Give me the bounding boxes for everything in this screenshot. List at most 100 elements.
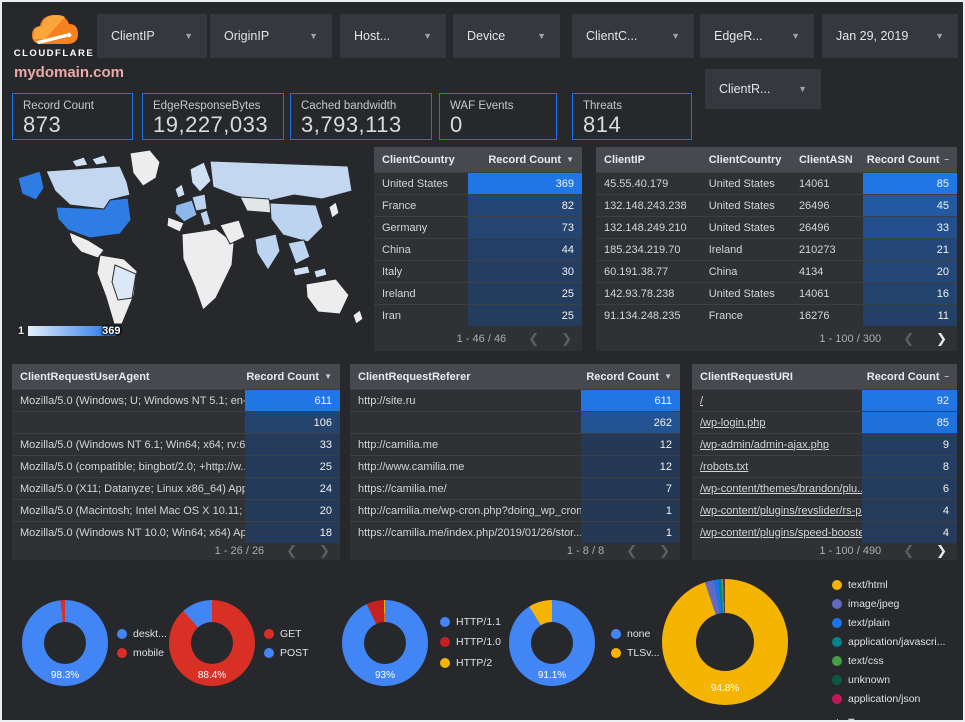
- donut-chart[interactable]: 91.1%: [509, 600, 595, 686]
- column-header[interactable]: ClientRequestUserAgent: [20, 370, 150, 383]
- record-count-cell: 21: [863, 239, 957, 260]
- uri-link[interactable]: /wp-login.php: [700, 416, 766, 429]
- donut-chart[interactable]: 94.8%: [662, 579, 788, 705]
- table-cell: 26496: [798, 221, 830, 234]
- record-count-cell: 24: [244, 478, 340, 499]
- legend-dot-icon: [611, 647, 621, 658]
- pagination-prev-icon[interactable]: ❮: [903, 543, 915, 558]
- page-title: mydomain.com: [14, 64, 125, 81]
- legend-item[interactable]: application/json: [832, 693, 945, 705]
- donut-content-type[interactable]: 94.8% text/html image/jpeg text/plain appli…: [662, 579, 945, 722]
- pagination-next-icon[interactable]: ❯: [561, 331, 572, 346]
- record-count-cell: 16: [863, 283, 957, 304]
- uri-link[interactable]: /robots.txt: [700, 460, 749, 473]
- table-cell: Germany: [382, 221, 428, 234]
- column-header[interactable]: Record Count ▼: [488, 153, 574, 166]
- column-header[interactable]: ClientCountry: [382, 153, 455, 166]
- table-cell: https://camilia.me/: [358, 482, 447, 495]
- filter-clientcountry[interactable]: ClientC... ▼: [572, 14, 694, 58]
- column-header[interactable]: Record Count ▼: [246, 370, 332, 383]
- legend-item[interactable]: image/jpeg: [832, 598, 945, 610]
- filter-device[interactable]: Device ▼: [453, 14, 560, 58]
- legend-item[interactable]: text/css: [832, 655, 945, 667]
- column-header[interactable]: ClientIP: [604, 153, 645, 166]
- donut-chart[interactable]: 88.4%: [169, 600, 255, 686]
- legend-item[interactable]: GET: [264, 628, 309, 640]
- table-cell: United States: [708, 221, 775, 234]
- pagination-next-icon[interactable]: ❯: [936, 543, 947, 558]
- uri-link[interactable]: /wp-content/plugins/speed-booste...: [700, 526, 862, 539]
- filter-originip[interactable]: OriginIP ▼: [210, 14, 332, 58]
- column-header[interactable]: ClientCountry: [708, 153, 782, 166]
- legend-item[interactable]: TLSv...: [611, 647, 659, 659]
- legend-item[interactable]: HTTP/1.0: [440, 636, 502, 649]
- legend-label: TLSv...: [627, 646, 660, 659]
- chevron-down-icon: ▼: [423, 31, 432, 41]
- table-cell: 91.134.248.235: [604, 309, 681, 322]
- cloudflare-wordmark: CLOUDFLARE: [13, 48, 95, 59]
- legend-item[interactable]: HTTP/2: [440, 657, 502, 670]
- pagination-next-icon[interactable]: ❯: [319, 543, 330, 558]
- filter-edgeresponse[interactable]: EdgeR... ▼: [700, 14, 814, 58]
- filter-clientip[interactable]: ClientIP ▼: [97, 14, 207, 58]
- legend-item[interactable]: mobile: [117, 647, 167, 659]
- uri-link[interactable]: /wp-admin/admin-ajax.php: [700, 438, 830, 451]
- uri-link[interactable]: /wp-content/themes/brandon/plu...: [700, 482, 862, 495]
- table-cell: Mozilla/5.0 (X11; Datanyze; Linux x86_64…: [20, 482, 245, 495]
- legend-item[interactable]: HTTP/1.1: [440, 616, 502, 629]
- donut-percent-label: 91.1%: [537, 670, 567, 681]
- legend-dot-icon: [832, 580, 842, 590]
- world-map[interactable]: 1 369: [12, 147, 368, 351]
- column-header[interactable]: Record Count –: [866, 370, 949, 383]
- legend-item[interactable]: deskt...: [117, 628, 167, 640]
- cloudflare-logo: CLOUDFLARE: [12, 10, 96, 62]
- legend-item[interactable]: POST: [264, 647, 309, 659]
- pagination-next-icon[interactable]: ❯: [659, 543, 670, 558]
- pagination-next-icon[interactable]: ❯: [936, 331, 947, 346]
- donut-http-protocol[interactable]: 93% HTTP/1.1 HTTP/1.0 HTTP/2: [342, 600, 502, 686]
- column-header[interactable]: ClientRequestReferer: [358, 370, 471, 383]
- column-header[interactable]: ClientRequestURI: [700, 370, 793, 383]
- table-row: http://site.ru 611: [350, 389, 680, 411]
- uri-link[interactable]: /wp-content/plugins/revslider/rs-p...: [700, 504, 862, 517]
- record-count-cell: 30: [467, 261, 582, 282]
- donut-http-method[interactable]: 88.4% GET POST: [169, 600, 309, 686]
- filter-host[interactable]: Host... ▼: [340, 14, 446, 58]
- legend-item[interactable]: text/html: [832, 579, 945, 591]
- table-row: /wp-admin/admin-ajax.php 9: [692, 433, 957, 455]
- table-cell: 16276: [798, 309, 830, 322]
- pagination-prev-icon[interactable]: ❮: [528, 331, 540, 346]
- legend-label: GET: [280, 627, 302, 640]
- donut-device-type[interactable]: 98.3% deskt... mobile: [22, 600, 167, 686]
- chevron-down-icon: ▼: [671, 31, 680, 41]
- legend-label: none: [627, 627, 651, 640]
- table-cell: http://camilia.me/wp-cron.php?doing_wp_c…: [358, 504, 581, 517]
- record-count-cell: 611: [581, 390, 680, 411]
- sort-indicator-icon: ▼: [324, 372, 332, 381]
- column-header[interactable]: Record Count –: [866, 153, 949, 166]
- table-cell: United States: [708, 177, 775, 190]
- table-cell: 14061: [798, 287, 830, 300]
- date-range-picker[interactable]: Jan 29, 2019 ▼: [822, 14, 958, 58]
- table-header: ClientCountry Record Count ▼: [374, 147, 582, 172]
- legend-item[interactable]: none: [611, 628, 659, 640]
- legend-label: HTTP/2: [456, 656, 493, 669]
- pagination-prev-icon[interactable]: ❮: [626, 543, 638, 558]
- legend-item[interactable]: unknown: [832, 674, 945, 686]
- uri-link[interactable]: /: [700, 394, 704, 407]
- legend-scroll-arrows[interactable]: ▲▼: [832, 716, 860, 722]
- donut-tls-version[interactable]: 91.1% none TLSv...: [509, 600, 659, 686]
- pagination-prev-icon[interactable]: ❮: [286, 543, 298, 558]
- donut-chart[interactable]: 93%: [342, 600, 428, 686]
- column-header[interactable]: ClientASN: [798, 153, 853, 166]
- pagination-prev-icon[interactable]: ❮: [903, 331, 915, 346]
- table-row: Mozilla/5.0 (Macintosh; Intel Mac OS X 1…: [12, 499, 340, 521]
- chevron-down-icon: ▼: [184, 31, 193, 41]
- legend-item[interactable]: text/plain: [832, 617, 945, 629]
- column-header[interactable]: Record Count ▼: [586, 370, 672, 383]
- filter-clientrequest[interactable]: ClientR... ▼: [705, 69, 821, 109]
- donut-chart[interactable]: 98.3%: [22, 600, 108, 686]
- scorecard-record-count: Record Count 873: [12, 93, 133, 140]
- legend-item[interactable]: application/javascri...: [832, 636, 945, 648]
